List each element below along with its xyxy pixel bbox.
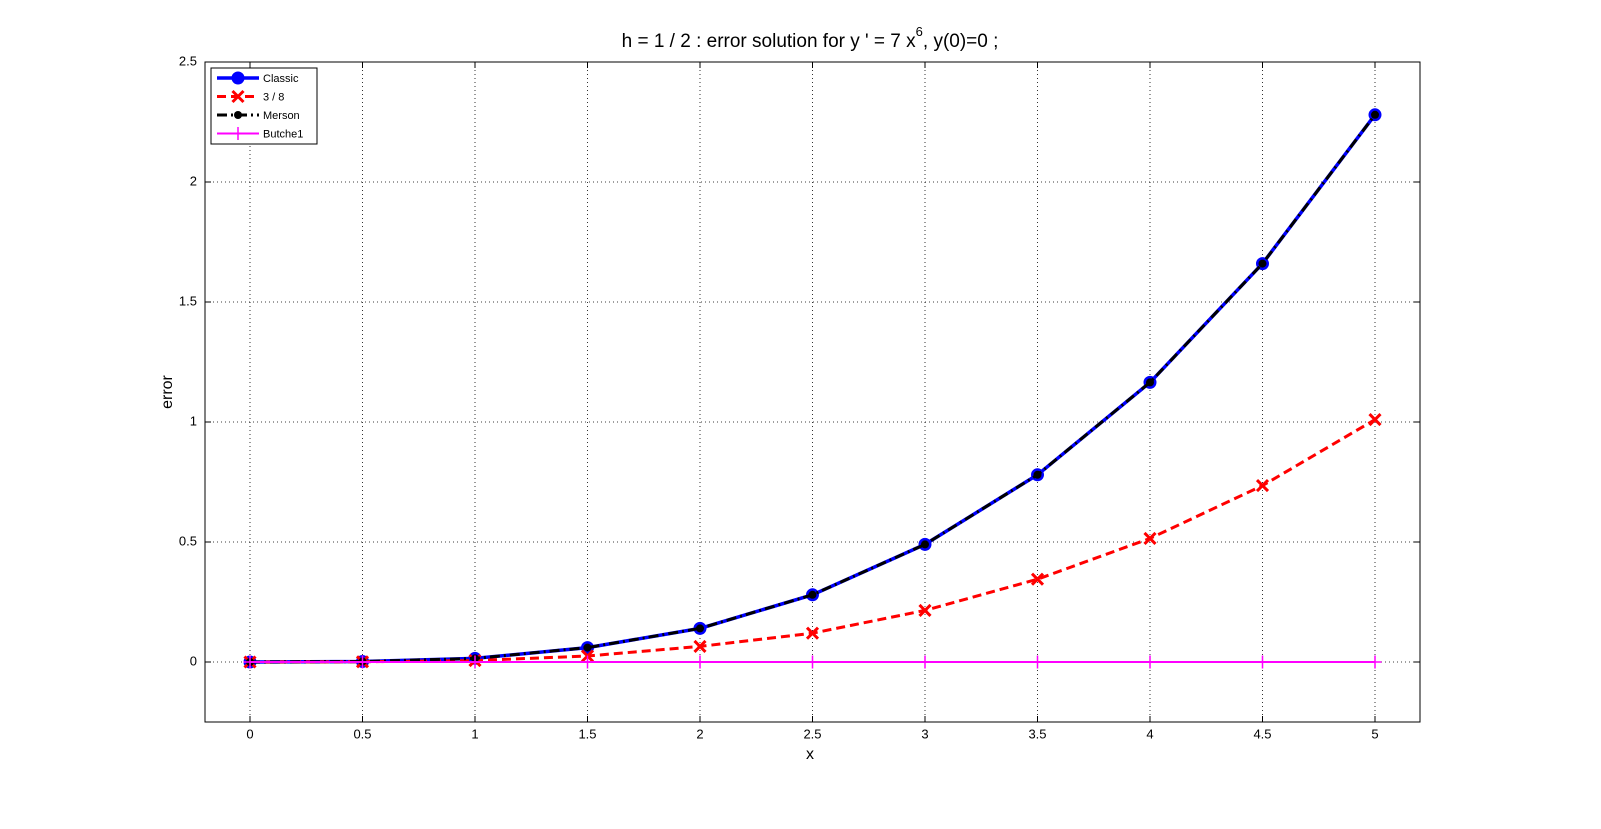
marker — [918, 655, 932, 669]
y-axis-label: error — [159, 374, 176, 408]
marker — [918, 603, 932, 617]
x-tick-label: 2 — [696, 726, 703, 741]
marker — [1368, 413, 1382, 427]
x-tick-label: 0 — [246, 726, 253, 741]
series-line — [249, 113, 1377, 664]
marker — [1371, 110, 1379, 119]
marker — [231, 127, 245, 140]
marker — [356, 655, 369, 669]
y-tick-label: 1 — [190, 413, 197, 428]
title-superscript: 6 — [916, 24, 923, 39]
y-tick-label: 0 — [190, 653, 197, 668]
x-tick-label: 5 — [1371, 726, 1378, 741]
marker — [921, 540, 929, 549]
series-line — [249, 418, 1376, 664]
y-tick-label: 1.5 — [179, 293, 197, 308]
marker — [231, 71, 245, 85]
legend-label: Merson — [263, 110, 300, 122]
y-tick-label: 2.5 — [179, 53, 197, 68]
x-tick-label: 2.5 — [803, 726, 821, 741]
marker — [693, 639, 707, 653]
marker — [468, 655, 482, 669]
legend-label: Butche1 — [263, 128, 303, 140]
title-main: h = 1 / 2 : error solution for y ' = 7 x — [622, 31, 917, 52]
marker — [1146, 378, 1154, 387]
marker — [693, 655, 707, 669]
marker — [231, 89, 245, 104]
marker — [1258, 259, 1267, 268]
marker — [1368, 655, 1382, 669]
x-tick-label: 4.5 — [1253, 726, 1271, 741]
x-tick-label: 3 — [921, 726, 928, 741]
x-tick-label: 4 — [1146, 726, 1153, 741]
marker — [696, 624, 704, 633]
marker — [1033, 470, 1042, 479]
marker — [1143, 531, 1157, 545]
y-tick-label: 0.5 — [179, 533, 197, 548]
marker — [1030, 572, 1045, 586]
marker — [806, 655, 819, 669]
series-line — [249, 113, 1377, 664]
marker — [243, 655, 257, 669]
marker — [583, 643, 592, 652]
plot-frame — [204, 61, 1421, 723]
legend: Classic 3 / 8 Merson Butche1 — [210, 67, 318, 145]
legend-box — [210, 67, 318, 145]
title-end: , y(0)=0 ; — [923, 31, 999, 52]
marker — [234, 111, 242, 119]
x-tick-label: 3.5 — [1028, 726, 1046, 741]
marker — [805, 626, 820, 640]
x-axis-label: x — [806, 746, 814, 763]
x-tick-label: 1.5 — [578, 726, 596, 741]
marker — [581, 655, 594, 669]
marker — [808, 590, 817, 599]
legend-label: Classic — [263, 73, 299, 85]
marker — [1256, 655, 1269, 669]
y-tick-label: 2 — [190, 173, 197, 188]
legend-label: 3 / 8 — [263, 91, 284, 103]
chart-title: h = 1 / 2 : error solution for y ' = 7 x… — [622, 24, 999, 52]
x-tick-label: 1 — [471, 726, 478, 741]
marker — [1143, 655, 1157, 669]
x-tick-label: 0.5 — [353, 726, 371, 741]
marker — [1255, 479, 1270, 493]
marker — [1031, 655, 1044, 669]
